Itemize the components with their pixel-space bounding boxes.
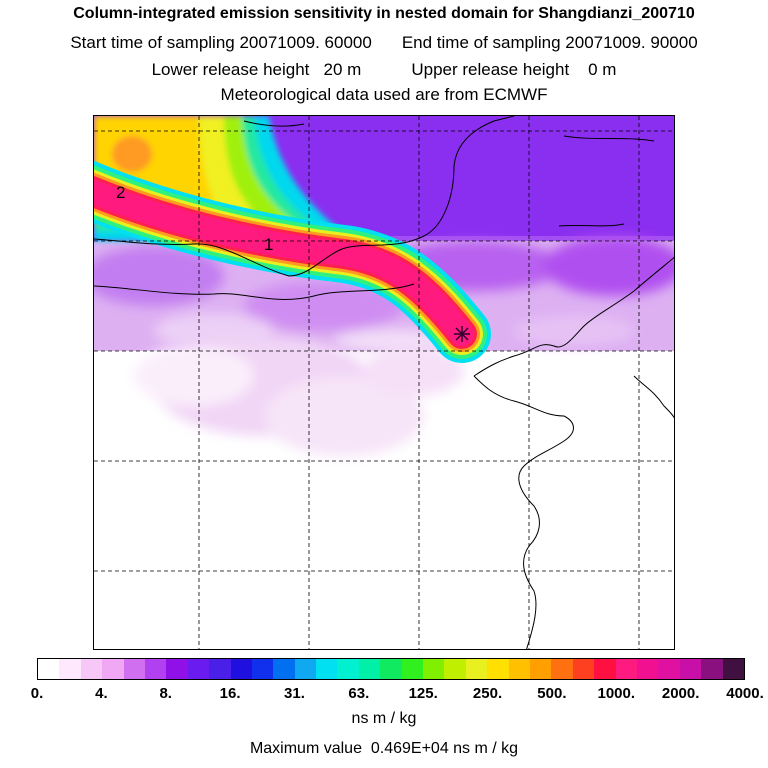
start-time-label: Start time of sampling 20071009. 60000	[70, 33, 372, 52]
colorbar-swatch	[230, 659, 252, 679]
colorbar-swatch	[144, 659, 167, 679]
colorbar-swatch	[551, 659, 573, 679]
colorbar-swatch	[444, 659, 466, 679]
colorbar-swatch	[251, 659, 274, 679]
colorbar-tick-label: 1000.	[597, 685, 636, 702]
colorbar-swatch	[529, 659, 552, 679]
colorbar-swatch	[636, 659, 659, 679]
colorbar-swatch	[59, 659, 81, 679]
colorbar-swatch	[679, 659, 702, 679]
lower-release-label: Lower release height 20 m	[151, 60, 362, 79]
colorbar-swatch	[658, 659, 680, 679]
sensitivity-map: 2 1	[94, 116, 674, 649]
plot-title: Column-integrated emission sensitivity i…	[73, 5, 695, 22]
colorbar-tick-label: 8.	[159, 685, 172, 702]
southern-pale-field	[134, 336, 464, 456]
trajectory-plume	[94, 161, 491, 363]
colorbar-units: ns m / kg	[351, 710, 417, 727]
colorbar-tick-label: 500.	[537, 685, 567, 702]
colorbar-swatch	[38, 659, 60, 679]
colorbar-swatch	[701, 659, 723, 679]
colorbar-swatch	[209, 659, 231, 679]
colorbar-tick-label: 0.	[30, 685, 44, 702]
met-data-label: Meteorological data used are from ECMWF	[220, 85, 548, 104]
colorbar-swatch	[166, 659, 188, 679]
colorbar-tick-label: 2000.	[661, 685, 700, 702]
colorbar-tick-label: 63.	[348, 685, 370, 702]
max-value: 0.469E+04 ns m / kg	[370, 740, 519, 757]
contour-label-1: 1	[264, 235, 273, 254]
colorbar-swatch	[465, 659, 488, 679]
colorbar-swatch	[337, 659, 359, 679]
colorbar-swatch	[487, 659, 509, 679]
map-panel: 2 1	[93, 115, 675, 650]
colorbar-tick-label: 31.	[284, 685, 305, 702]
colorbar-swatch	[722, 659, 744, 679]
colorbar-swatch	[423, 659, 445, 679]
colorbar-swatch	[358, 659, 381, 679]
colorbar-swatch	[316, 659, 338, 679]
colorbar-swatch	[294, 659, 317, 679]
colorbar	[37, 658, 745, 680]
receptor-star-icon	[454, 326, 470, 342]
colorbar-tick-label: 4.	[95, 685, 108, 702]
colorbar-swatch	[594, 659, 616, 679]
release-heights: Lower release height 20 m Upper release h…	[0, 60, 768, 80]
colorbar-swatch	[187, 659, 210, 679]
coastlines	[94, 116, 674, 649]
colorbar-swatch	[401, 659, 424, 679]
graticule	[94, 116, 674, 649]
max-value-label: Maximum value	[249, 740, 362, 757]
colorbar-tick-label: 16.	[219, 685, 241, 702]
colorbar-swatch	[508, 659, 530, 679]
colorbar-swatch	[123, 659, 145, 679]
sampling-times: Start time of sampling 20071009. 60000 En…	[0, 33, 768, 53]
colorbar-swatch	[380, 659, 402, 679]
colorbar-tick-label: 250.	[472, 685, 503, 702]
contour-label-2: 2	[116, 183, 125, 202]
colorbar-tick-label: 125.	[408, 685, 438, 702]
max-value-line: Maximum value 0.469E+04 ns m / kg	[0, 740, 768, 758]
end-time-label: End time of sampling 20071009. 90000	[401, 33, 698, 52]
colorbar-swatch	[572, 659, 595, 679]
upper-release-label: Upper release height 0 m	[411, 60, 617, 79]
colorbar-swatch	[615, 659, 637, 679]
colorbar-swatch	[80, 659, 103, 679]
colorbar-swatch	[273, 659, 295, 679]
colorbar-swatch	[102, 659, 124, 679]
colorbar-tick-label: 4000.	[726, 685, 764, 702]
